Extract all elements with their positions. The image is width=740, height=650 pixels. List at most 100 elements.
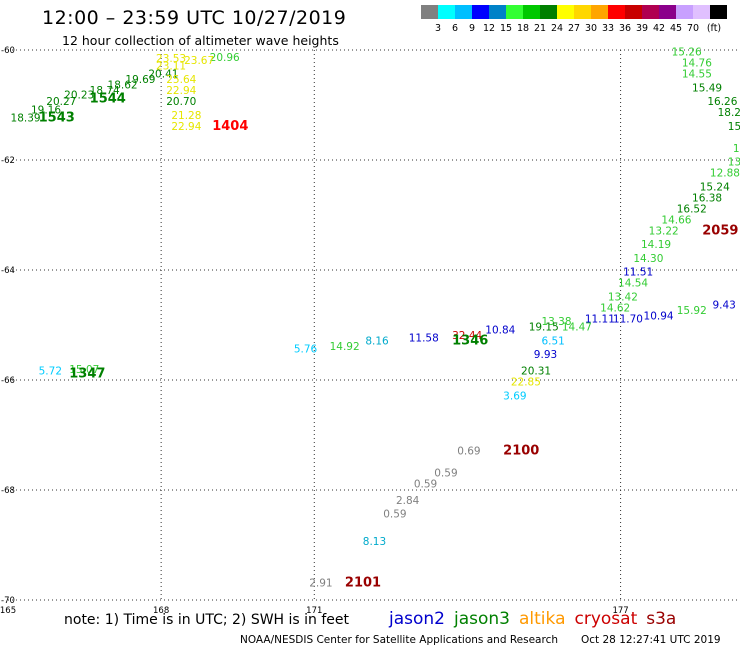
y-tick-label: -68 <box>1 486 15 496</box>
pass-time-label: 1404 <box>212 119 248 134</box>
wave-height-label: 20.27 <box>46 96 76 108</box>
wave-height-label: 6.51 <box>541 335 564 347</box>
color-legend: 3 6 9 12 15 18 21 24 27 30 33 36 39 42 45 70 (ft) <box>421 5 727 34</box>
y-tick-label: -64 <box>1 266 15 276</box>
wave-height-label: 18.39 <box>11 113 41 125</box>
wave-height-label: 8.13 <box>363 536 386 548</box>
pass-time-label: 1544 <box>90 91 126 106</box>
wave-height-label: 23.11 <box>156 60 186 72</box>
wave-height-label: 8.16 <box>365 335 389 347</box>
legend-swatch <box>608 5 625 19</box>
pass-time-label: 2101 <box>345 575 381 590</box>
wave-height-label: 23.53 <box>156 53 186 65</box>
wave-height-label: 15.24 <box>700 181 730 193</box>
wave-height-label: 22.94 <box>166 85 196 97</box>
wave-height-label: 15 <box>728 121 740 133</box>
legend-swatch <box>472 5 489 19</box>
pass-time-label: 2100 <box>503 443 539 458</box>
legend-swatch <box>591 5 608 19</box>
wave-height-label: 14.30 <box>633 253 663 265</box>
satellite-jason2: jason2 <box>389 609 445 629</box>
satellite-s3a: s3a <box>646 609 677 629</box>
legend-label: 30 <box>585 23 597 34</box>
wave-height-label: 22.94 <box>171 121 201 133</box>
wave-height-label: 11.58 <box>409 333 439 345</box>
legend-label: 24 <box>551 23 563 34</box>
wave-height-label: 10.94 <box>644 311 674 323</box>
wave-height-label: 15.49 <box>692 82 722 94</box>
wave-height-label: 22.85 <box>511 377 541 389</box>
x-tick-label: 171 <box>306 606 322 616</box>
wave-height-label: 18.74 <box>90 85 120 97</box>
legend-label: 39 <box>636 23 648 34</box>
wave-height-label: 16.38 <box>692 192 722 204</box>
legend-label: 27 <box>568 23 580 34</box>
wave-height-label: 23.67 <box>184 55 214 67</box>
wave-height-label: 20.96 <box>210 52 240 64</box>
pass-time-label: 2059 <box>702 223 738 238</box>
wave-height-label: 20.31 <box>521 366 551 378</box>
legend-swatch <box>523 5 540 19</box>
satellite-legend: jason2 jason3 altika cryosat s3a <box>389 609 685 629</box>
wave-height-label: 14.19 <box>641 239 671 251</box>
wave-height-label: 11.11 <box>585 313 615 325</box>
wave-height-label: 19.69 <box>125 74 155 86</box>
legend-label: 9 <box>469 23 475 34</box>
wave-height-label: 14.66 <box>661 214 691 226</box>
wave-height-label: 14.76 <box>682 58 712 70</box>
legend-label: 3 <box>435 23 441 34</box>
footer-note: note: 1) Time is in UTC; 2) SWH is in fe… <box>64 612 350 628</box>
legend-swatch <box>659 5 676 19</box>
wave-height-label: 13.38 <box>541 316 571 328</box>
wave-height-label: 14.55 <box>682 69 712 81</box>
legend-label: 33 <box>602 23 614 34</box>
legend-label: 12 <box>483 23 495 34</box>
wave-height-label: 19.15 <box>529 322 559 334</box>
wave-height-label: 0.59 <box>383 509 406 521</box>
y-tick-label: -60 <box>1 46 15 56</box>
legend-label: 45 <box>670 23 682 34</box>
legend-swatch <box>421 5 438 19</box>
wave-height-label: 32.44 <box>452 330 482 342</box>
wave-height-label: 10.84 <box>485 324 515 336</box>
wave-height-label: 2.84 <box>396 495 420 507</box>
page-subtitle: 12 hour collection of altimeter wave hei… <box>62 33 339 48</box>
y-tick-label: -62 <box>1 156 15 166</box>
wave-height-label: 3.69 <box>503 390 526 402</box>
wave-height-label: 5.76 <box>294 344 318 356</box>
wave-height-label: 9.43 <box>712 300 735 312</box>
legend-label: (ft) <box>707 23 721 34</box>
wave-height-label: 0.59 <box>414 478 437 490</box>
wave-height-label: 14.92 <box>330 341 360 353</box>
legend-label: 42 <box>653 23 665 34</box>
pass-time-label: 1347 <box>69 366 105 381</box>
x-tick-label: 177 <box>612 606 628 616</box>
legend-label: 21 <box>534 23 546 34</box>
legend-swatch <box>710 5 727 19</box>
wave-height-label: 14.54 <box>618 278 648 290</box>
wave-height-label: 12.88 <box>710 168 740 180</box>
wave-height-label: 16.26 <box>707 96 737 108</box>
y-tick-label: -66 <box>1 376 15 386</box>
legend-swatch <box>489 5 506 19</box>
legend-swatch <box>455 5 472 19</box>
satellite-altika: altika <box>519 609 566 629</box>
wave-height-label: 15.26 <box>672 47 702 59</box>
wave-height-label: 2.91 <box>309 577 332 589</box>
wave-height-label: 0.59 <box>434 467 457 479</box>
wave-height-label: 13.42 <box>608 291 638 303</box>
footer-credit: NOAA/NESDIS Center for Satellite Applica… <box>240 634 558 646</box>
wave-height-label: 9.93 <box>534 349 557 361</box>
legend-swatch <box>574 5 591 19</box>
wave-height-label: 14.47 <box>562 322 592 334</box>
legend-swatch <box>438 5 455 19</box>
x-tick-label: 165 <box>0 606 16 616</box>
legend-swatch <box>625 5 642 19</box>
wave-height-label: 25.64 <box>166 74 196 86</box>
legend-swatch <box>676 5 693 19</box>
pass-time-label: 1543 <box>39 111 75 126</box>
satellite-jason3: jason3 <box>454 609 510 629</box>
legend-swatch <box>642 5 659 19</box>
